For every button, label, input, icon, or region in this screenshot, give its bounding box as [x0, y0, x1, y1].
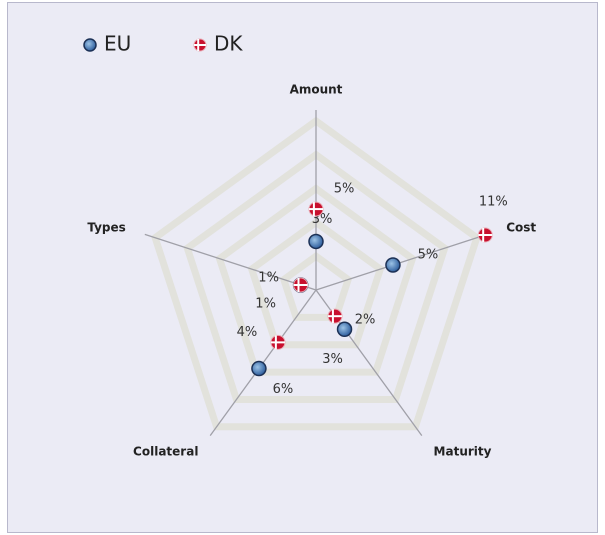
- data-label: 1%: [255, 296, 276, 311]
- marker: [293, 277, 309, 293]
- marker: [251, 360, 267, 377]
- legend-label: EU: [104, 32, 131, 56]
- grid: [151, 116, 481, 431]
- data-label: 5%: [418, 247, 439, 262]
- grid-ring: [247, 218, 385, 349]
- data-label: 6%: [273, 382, 294, 397]
- axis-label: Amount: [290, 83, 343, 97]
- marker-dot: [251, 360, 267, 377]
- marker: [327, 308, 343, 324]
- legend-label: DK: [214, 32, 243, 56]
- marker: [336, 321, 353, 338]
- data-label: 5%: [334, 182, 355, 197]
- data-label: 4%: [237, 325, 258, 340]
- data-label: 2%: [355, 313, 376, 328]
- marker: [83, 38, 97, 52]
- axis-line: [315, 233, 488, 291]
- axis-label: Cost: [506, 221, 536, 235]
- axis-line: [144, 233, 317, 291]
- marker: [477, 227, 493, 243]
- marker-dot: [308, 233, 324, 250]
- grid-ring: [183, 150, 449, 403]
- axes: Amount Cost Maturity Collateral Types: [87, 83, 536, 459]
- axis-label: Collateral: [133, 444, 198, 458]
- grid-ring: [279, 251, 353, 321]
- marks: 3%5%3%6%1%5%11%2%4%1%: [237, 182, 508, 397]
- marker-dot: [83, 38, 97, 52]
- data-label: 1%: [258, 270, 279, 285]
- grid-ring: [151, 116, 481, 431]
- grid-ring: [215, 184, 417, 376]
- marker-dot: [385, 257, 401, 273]
- marker: [308, 201, 324, 217]
- data-label: 11%: [479, 194, 508, 209]
- axis-label: Types: [87, 221, 125, 235]
- marker: [193, 38, 207, 52]
- marker: [385, 257, 401, 273]
- legend: EU DK: [83, 32, 243, 56]
- marker: [308, 233, 324, 250]
- axis-label: Maturity: [434, 444, 492, 458]
- data-label: 3%: [322, 352, 343, 367]
- marker-dot: [336, 321, 353, 338]
- marker: [270, 334, 286, 350]
